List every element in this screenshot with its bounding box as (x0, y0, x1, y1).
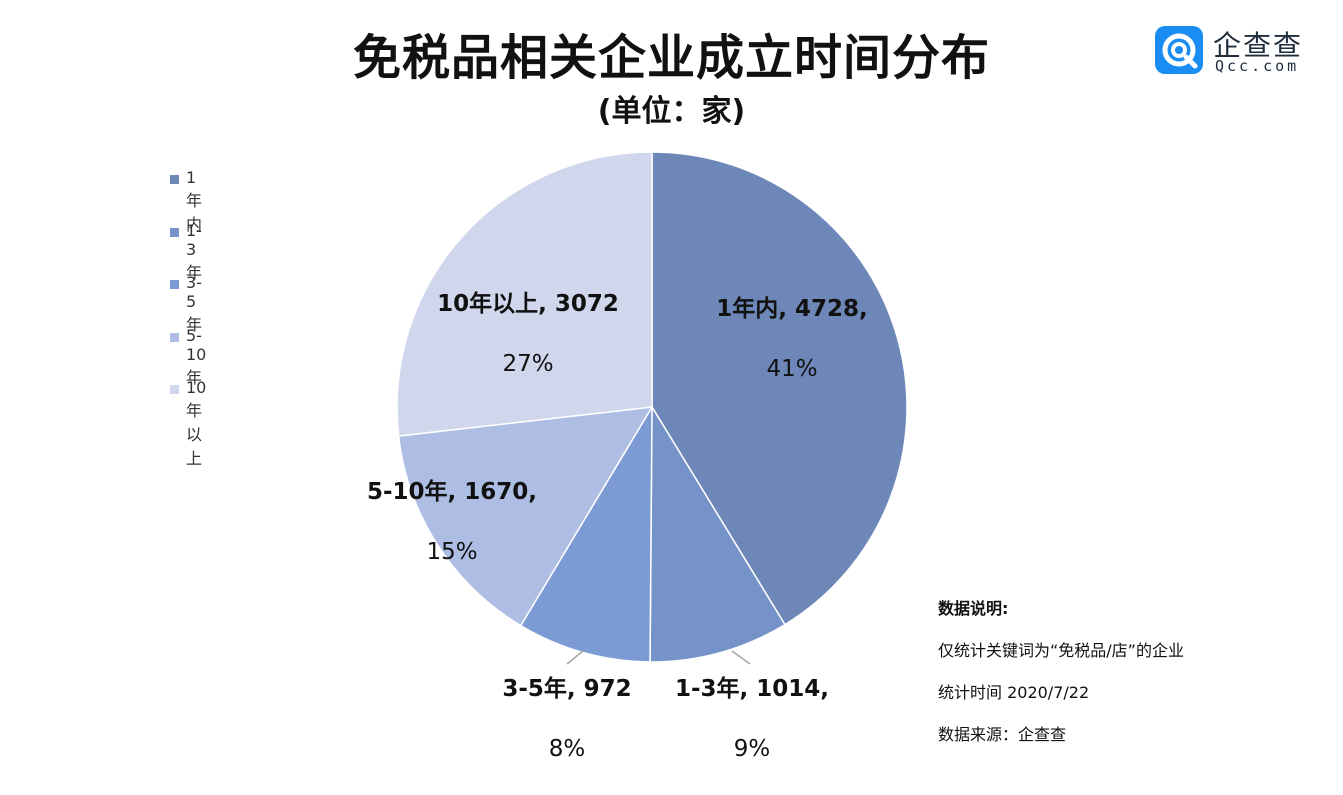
legend-swatch (170, 332, 179, 342)
legend-swatch (170, 175, 179, 184)
notes-line-date: 统计时间 2020/7/22 (938, 683, 1090, 702)
chart-title: 免税品相关企业成立时间分布 (352, 30, 990, 86)
pie-slice-1y (651, 151, 908, 626)
legend-label: 1-3年 (186, 220, 203, 282)
legend-label: 10年以上 (186, 378, 207, 468)
pie-slice-5-10y (397, 406, 654, 627)
data-label-10y-plus: 10年以上, 3072 (437, 290, 619, 317)
data-label-3-5y: 3-5年, 972 (502, 675, 631, 702)
pie-slice-3-5y (519, 404, 653, 663)
percent-label-1-3y: 9% (734, 736, 771, 762)
logo-text-cn: 企查查 (1213, 29, 1304, 62)
data-notes: 数据说明: 仅统计关键词为“免税品/店”的企业 统计时间 2020/7/22 数… (938, 598, 1184, 766)
leader-line-3-5y (566, 650, 584, 665)
percent-label-5-10y: 15% (426, 539, 477, 565)
notes-line-source: 数据来源：企查查 (938, 725, 1067, 744)
legend-swatch (170, 280, 179, 289)
data-label-1y: 1年内, 4728, (716, 295, 868, 322)
pie-slice-1-3y (649, 404, 786, 663)
percent-label-3-5y: 8% (549, 736, 586, 762)
chart-subtitle: (单位：家) (597, 94, 746, 129)
legend-label: 3-5年 (186, 273, 203, 334)
logo-text-en: Qcc.com (1215, 57, 1300, 75)
qcc-logo: 企查查 Qcc.com (1155, 26, 1315, 78)
notes-line-keyword: 仅统计关键词为“免税品/店”的企业 (938, 641, 1184, 660)
percent-label-10y-plus: 27% (502, 351, 553, 377)
data-label-5-10y: 5-10年, 1670, (367, 478, 537, 505)
data-label-1-3y: 1-3年, 1014, (675, 675, 829, 702)
percent-label-1y: 41% (766, 356, 817, 382)
legend-swatch (170, 385, 179, 394)
legend-label: 5-10年 (186, 325, 207, 387)
legend-swatch (170, 227, 179, 237)
notes-heading: 数据说明: (938, 599, 1009, 618)
leader-line-1-3y (731, 650, 751, 665)
pie-slice-10y-plus (396, 151, 653, 437)
legend-label: 1年内 (186, 168, 203, 234)
qcc-logo-icon (1155, 26, 1203, 74)
